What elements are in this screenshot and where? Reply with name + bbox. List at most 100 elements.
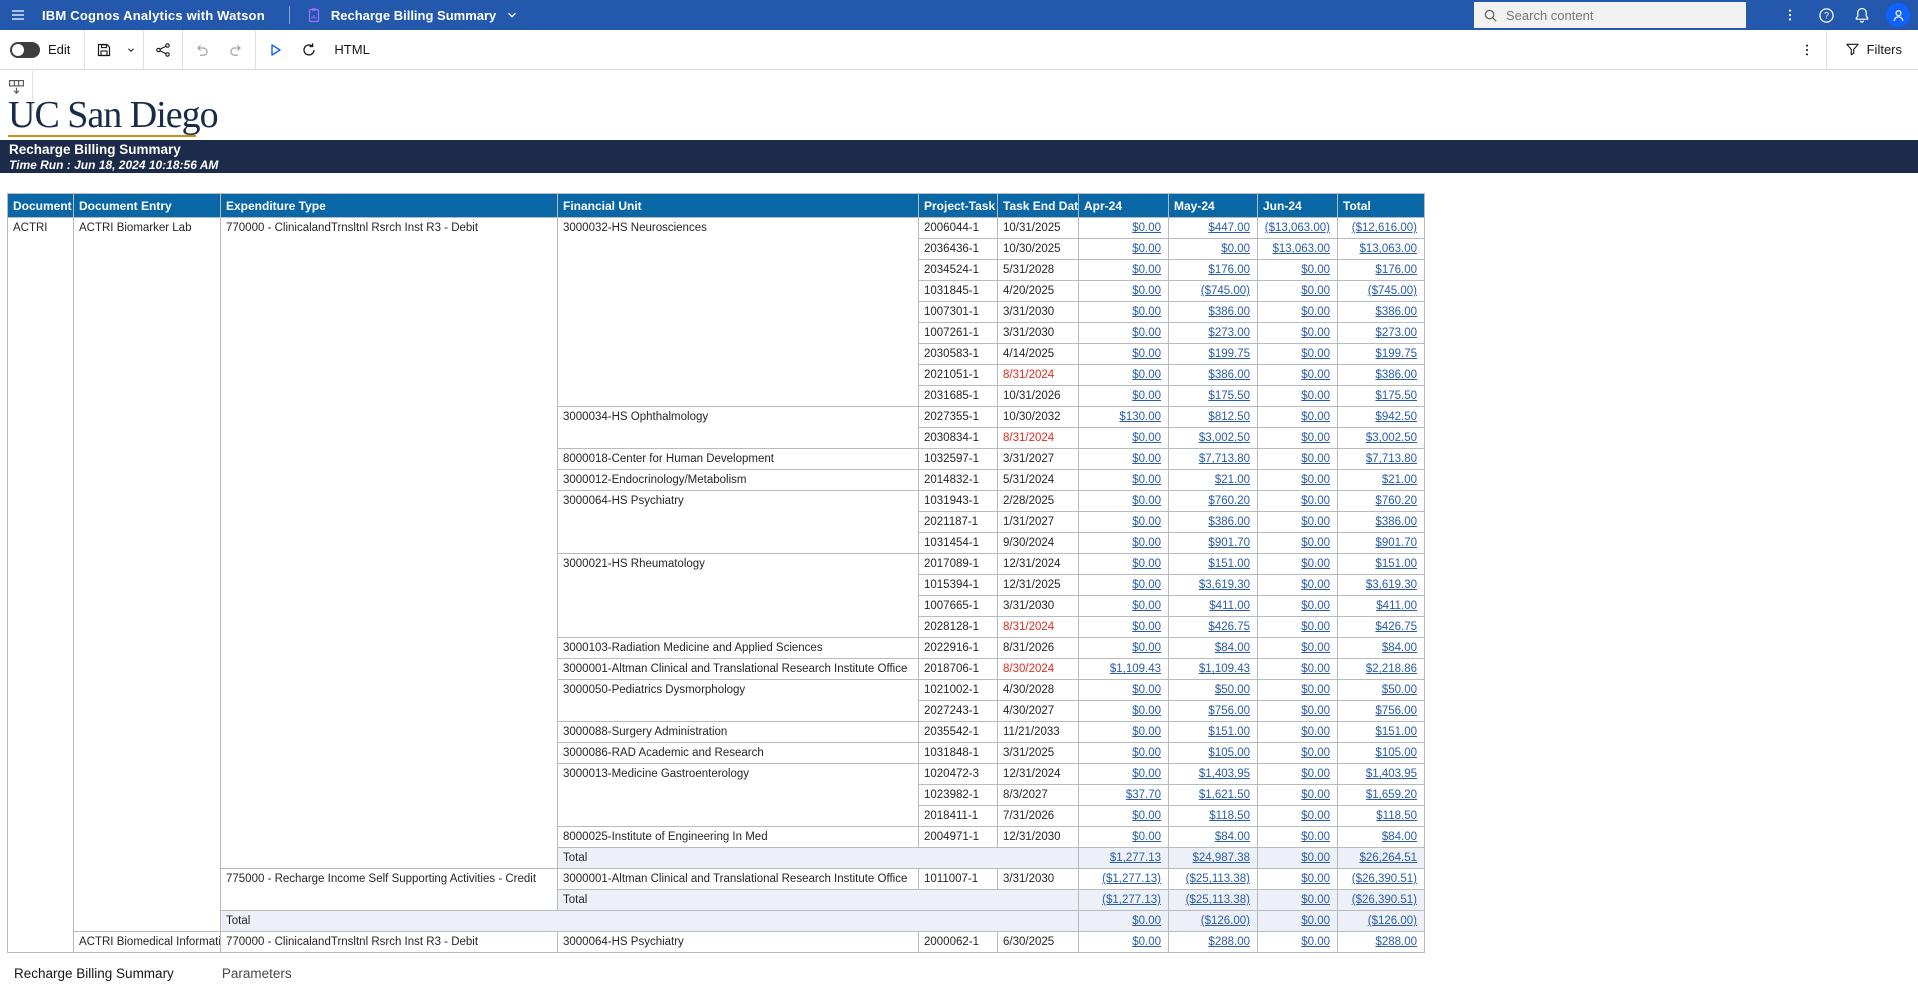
amount-link[interactable]: $0.00 <box>1221 243 1250 255</box>
undo-button[interactable] <box>185 30 219 70</box>
amount-link[interactable]: $426.75 <box>1208 621 1250 633</box>
amount-link[interactable]: $0.00 <box>1132 642 1161 654</box>
amount-link[interactable]: $0.00 <box>1132 495 1161 507</box>
amount-link[interactable]: $175.50 <box>1208 390 1250 402</box>
amount-link[interactable]: $386.00 <box>1208 369 1250 381</box>
amount-link[interactable]: $0.00 <box>1132 831 1161 843</box>
amount-link[interactable]: $0.00 <box>1132 348 1161 360</box>
amount-link[interactable]: $0.00 <box>1301 852 1330 864</box>
amount-link[interactable]: $760.20 <box>1375 495 1417 507</box>
amount-link[interactable]: $0.00 <box>1301 327 1330 339</box>
amount-link[interactable]: ($13,063.00) <box>1265 222 1330 234</box>
amount-link[interactable]: ($745.00) <box>1201 285 1250 297</box>
user-avatar-button[interactable] <box>1886 3 1910 27</box>
amount-link[interactable]: $0.00 <box>1301 411 1330 423</box>
amount-link[interactable]: $1,109.43 <box>1110 663 1161 675</box>
amount-link[interactable]: ($745.00) <box>1368 285 1417 297</box>
amount-link[interactable]: $105.00 <box>1208 747 1250 759</box>
amount-link[interactable]: $386.00 <box>1208 306 1250 318</box>
amount-link[interactable]: ($25,113.38) <box>1186 894 1250 906</box>
amount-link[interactable]: $426.75 <box>1375 621 1417 633</box>
notifications-button[interactable] <box>1844 0 1880 30</box>
amount-link[interactable]: $0.00 <box>1132 915 1161 927</box>
amount-link[interactable]: $0.00 <box>1301 558 1330 570</box>
amount-link[interactable]: $0.00 <box>1301 726 1330 738</box>
amount-link[interactable]: $0.00 <box>1132 432 1161 444</box>
amount-link[interactable]: $151.00 <box>1208 558 1250 570</box>
amount-link[interactable]: $0.00 <box>1132 684 1161 696</box>
amount-link[interactable]: $0.00 <box>1132 474 1161 486</box>
amount-link[interactable]: $0.00 <box>1132 810 1161 822</box>
amount-link[interactable]: $0.00 <box>1132 516 1161 528</box>
amount-link[interactable]: $50.00 <box>1215 684 1250 696</box>
amount-link[interactable]: $118.50 <box>1209 810 1250 822</box>
amount-link[interactable]: $0.00 <box>1301 894 1330 906</box>
amount-link[interactable]: $0.00 <box>1301 789 1330 801</box>
amount-link[interactable]: $273.00 <box>1375 327 1417 339</box>
run-button[interactable] <box>258 30 292 70</box>
amount-link[interactable]: $0.00 <box>1301 768 1330 780</box>
amount-link[interactable]: $0.00 <box>1301 390 1330 402</box>
amount-link[interactable]: $386.00 <box>1375 369 1417 381</box>
amount-link[interactable]: ($126.00) <box>1201 915 1250 927</box>
amount-link[interactable]: ($1,277.13) <box>1102 873 1161 885</box>
amount-link[interactable]: $0.00 <box>1132 600 1161 612</box>
amount-link[interactable]: $0.00 <box>1132 579 1161 591</box>
amount-link[interactable]: $24,987.38 <box>1192 852 1250 864</box>
more-actions-button[interactable] <box>1772 0 1808 30</box>
tab-parameters[interactable]: Parameters <box>222 966 292 981</box>
amount-link[interactable]: $0.00 <box>1301 747 1330 759</box>
amount-link[interactable]: $0.00 <box>1301 285 1330 297</box>
amount-link[interactable]: $0.00 <box>1132 768 1161 780</box>
amount-link[interactable]: $0.00 <box>1301 474 1330 486</box>
amount-link[interactable]: $0.00 <box>1132 285 1161 297</box>
amount-link[interactable]: $942.50 <box>1375 411 1417 423</box>
amount-link[interactable]: $176.00 <box>1375 264 1417 276</box>
amount-link[interactable]: $273.00 <box>1208 327 1250 339</box>
edit-toggle[interactable] <box>10 42 40 58</box>
amount-link[interactable]: $0.00 <box>1301 516 1330 528</box>
save-button[interactable] <box>87 30 121 70</box>
amount-link[interactable]: $0.00 <box>1132 936 1161 948</box>
amount-link[interactable]: $0.00 <box>1132 327 1161 339</box>
amount-link[interactable]: $84.00 <box>1382 642 1417 654</box>
amount-link[interactable]: $50.00 <box>1382 684 1417 696</box>
amount-link[interactable]: $2,218.86 <box>1366 663 1417 675</box>
amount-link[interactable]: $0.00 <box>1301 831 1330 843</box>
amount-link[interactable]: $199.75 <box>1375 348 1417 360</box>
amount-link[interactable]: $0.00 <box>1132 453 1161 465</box>
amount-link[interactable]: $0.00 <box>1301 306 1330 318</box>
filters-button[interactable]: Filters <box>1829 30 1918 70</box>
amount-link[interactable]: $1,403.95 <box>1366 768 1417 780</box>
amount-link[interactable]: $0.00 <box>1301 264 1330 276</box>
amount-link[interactable]: $175.50 <box>1375 390 1417 402</box>
share-button[interactable] <box>146 30 180 70</box>
amount-link[interactable]: $1,403.95 <box>1199 768 1250 780</box>
amount-link[interactable]: $84.00 <box>1382 831 1417 843</box>
amount-link[interactable]: $447.00 <box>1208 222 1250 234</box>
amount-link[interactable]: $3,619.30 <box>1199 579 1250 591</box>
amount-link[interactable]: $105.00 <box>1375 747 1417 759</box>
amount-link[interactable]: $756.00 <box>1375 705 1417 717</box>
amount-link[interactable]: $0.00 <box>1132 243 1161 255</box>
report-switcher[interactable]: Recharge Billing Summary <box>331 0 519 30</box>
amount-link[interactable]: ($26,390.51) <box>1352 894 1417 906</box>
amount-link[interactable]: $0.00 <box>1301 453 1330 465</box>
amount-link[interactable]: $151.00 <box>1375 558 1417 570</box>
amount-link[interactable]: $0.00 <box>1132 726 1161 738</box>
amount-link[interactable]: $176.00 <box>1208 264 1250 276</box>
amount-link[interactable]: $151.00 <box>1375 726 1417 738</box>
amount-link[interactable]: $199.75 <box>1208 348 1250 360</box>
amount-link[interactable]: $0.00 <box>1132 222 1161 234</box>
amount-link[interactable]: $0.00 <box>1301 684 1330 696</box>
amount-link[interactable]: $0.00 <box>1301 600 1330 612</box>
amount-link[interactable]: $0.00 <box>1301 705 1330 717</box>
amount-link[interactable]: $0.00 <box>1132 369 1161 381</box>
amount-link[interactable]: $0.00 <box>1301 621 1330 633</box>
amount-link[interactable]: $0.00 <box>1301 915 1330 927</box>
amount-link[interactable]: ($26,390.51) <box>1352 873 1417 885</box>
amount-link[interactable]: $760.20 <box>1208 495 1250 507</box>
amount-link[interactable]: $812.50 <box>1208 411 1250 423</box>
amount-link[interactable]: $7,713.80 <box>1366 453 1417 465</box>
amount-link[interactable]: $0.00 <box>1301 873 1330 885</box>
